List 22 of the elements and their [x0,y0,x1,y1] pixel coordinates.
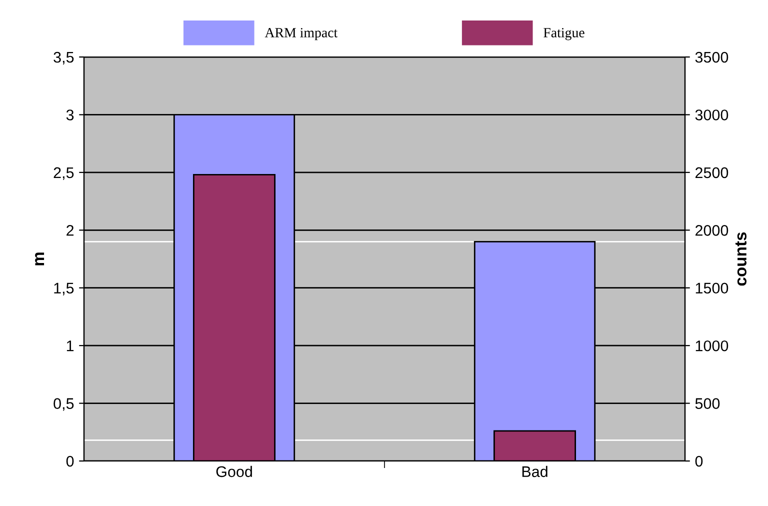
y2-tick-label: 0 [695,456,703,467]
legend-label: Fatigue [544,28,584,40]
x-tick-label: Bad [522,466,548,478]
y-tick-label: 1 [66,340,74,352]
x-tick-label: Good [216,466,252,478]
y-tick-label: 3,5 [54,52,74,64]
y2-tick-label: 2000 [695,225,728,236]
y-axis-title: m [35,252,44,266]
y2-tick-label: 1500 [696,282,728,294]
y-tick-label: 0 [66,456,74,467]
y-tick-label: 2 [66,225,74,236]
legend-label: ARM impact [264,28,338,40]
y2-axis-title: counts [735,232,747,286]
y-tick-label: 3 [66,110,74,120]
y2-tick-label: 1000 [696,340,728,352]
y2-tick-label: 3000 [695,110,728,120]
y-tick-label: 1,5 [54,282,74,296]
y2-tick-label: 3500 [695,52,728,63]
y-tick-label: 0,5 [54,398,74,411]
y-tick-label: 2,5 [54,167,74,180]
y2-tick-label: 500 [695,398,720,409]
y2-tick-label: 2500 [695,167,728,178]
